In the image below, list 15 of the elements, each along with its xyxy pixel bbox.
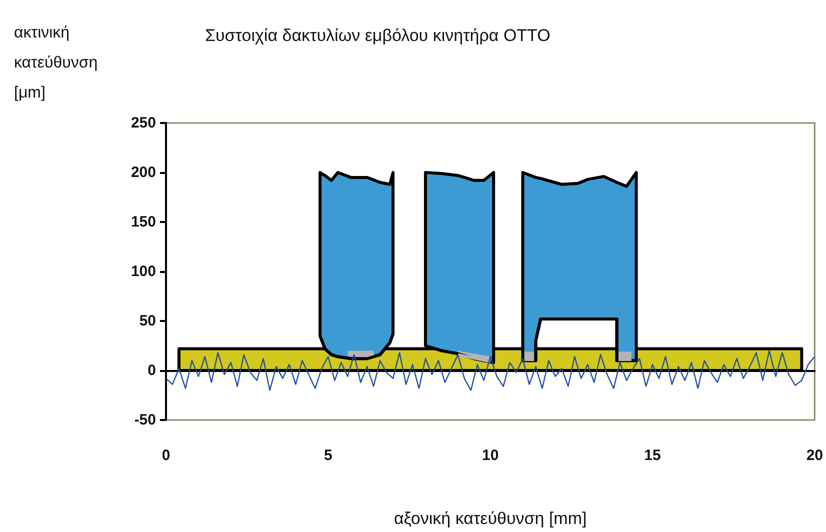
x-tick-label: 0 bbox=[162, 447, 170, 464]
chart-title: Συστοιχία δακτυλίων εμβόλου κινητήρα OTTO bbox=[205, 26, 550, 45]
x-axis-title: αξονική κατεύθυνση [mm] bbox=[394, 509, 587, 528]
y-tick-label: 150 bbox=[130, 214, 156, 230]
y-tick-label: 100 bbox=[130, 263, 156, 280]
x-tick-label: 15 bbox=[644, 447, 661, 464]
y-tick-label: 200 bbox=[130, 164, 156, 181]
y-tick-label: 50 bbox=[139, 312, 156, 330]
x-tick-label: 5 bbox=[324, 447, 332, 464]
y-axis-title: ακτινική κατεύθυνση [μm] bbox=[14, 24, 98, 102]
y-tick-label: 0 bbox=[148, 362, 156, 379]
y-tick-label: -50 bbox=[134, 412, 156, 428]
x-tick-label: 20 bbox=[806, 447, 823, 464]
x-tick-label: 10 bbox=[482, 447, 499, 464]
y-tick-label: 250 bbox=[130, 114, 156, 132]
